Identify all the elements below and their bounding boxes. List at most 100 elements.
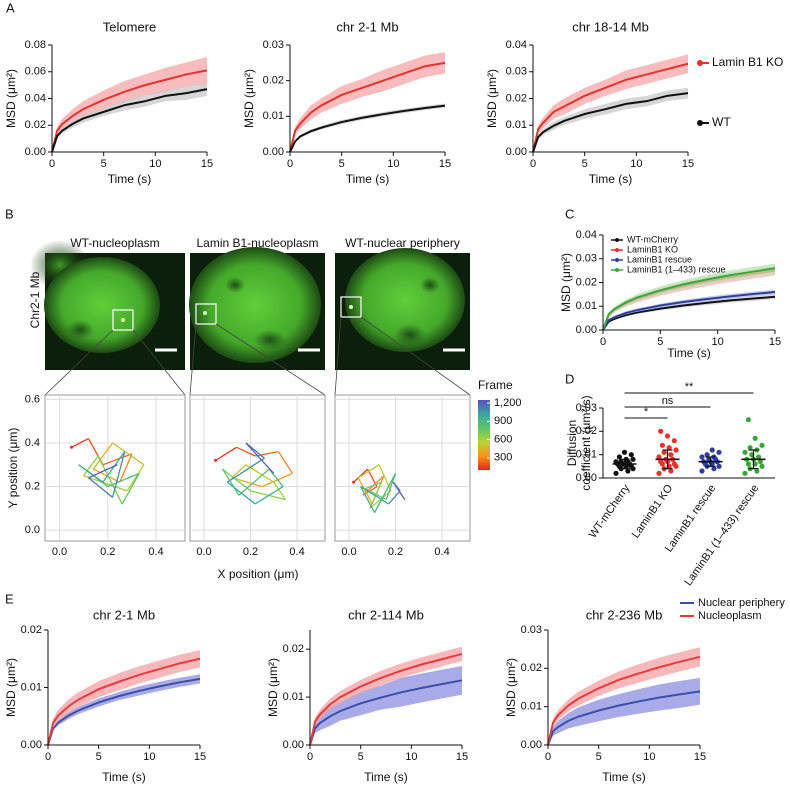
image-title: Lamin B1-nucleoplasm bbox=[196, 236, 318, 250]
x-axis-label: Time (s) bbox=[589, 172, 633, 186]
y-tick-label: 0.03 bbox=[521, 624, 542, 636]
x-tick-label: 10 bbox=[387, 158, 399, 170]
trajectory-segment bbox=[357, 464, 380, 479]
y-tick-label: 0.01 bbox=[576, 300, 597, 312]
trajectory-segment bbox=[126, 464, 145, 492]
data-point bbox=[668, 452, 674, 458]
data-point bbox=[716, 463, 722, 469]
y-axis-label: MSD (μm²) bbox=[242, 69, 256, 128]
trajectory-segment bbox=[222, 468, 251, 492]
image-label: Chr2-1 Mb bbox=[28, 271, 42, 328]
x-axis-label: Time (s) bbox=[602, 770, 646, 784]
legend-label: LaminB1 KO bbox=[627, 244, 678, 254]
chart-title: chr 2-114 Mb bbox=[348, 607, 424, 622]
y-tick-label: 0.02 bbox=[21, 624, 42, 636]
data-point bbox=[668, 468, 674, 474]
x-tick-label: 5 bbox=[596, 751, 602, 763]
y-tick-label: 0.08 bbox=[25, 39, 46, 51]
data-point bbox=[699, 454, 705, 460]
y-tick-label: 0.02 bbox=[263, 75, 284, 87]
y-axis-label: MSD (μm²) bbox=[559, 253, 573, 312]
data-point bbox=[752, 435, 758, 441]
x-tick-label: 10 bbox=[405, 751, 417, 763]
x-tick-label: 0.0 bbox=[196, 546, 211, 558]
y-tick-label: 0.04 bbox=[25, 92, 46, 104]
y-tick-label: 0.02 bbox=[506, 92, 527, 104]
x-tick-label: 15 bbox=[694, 751, 706, 763]
y-tick-label: 0.00 bbox=[576, 324, 597, 336]
trajectory-segment bbox=[78, 464, 104, 483]
x-tick-label: 0.4 bbox=[434, 546, 449, 558]
data-point bbox=[671, 438, 677, 444]
mean-line bbox=[547, 690, 701, 746]
trajectory-segment bbox=[357, 477, 373, 505]
x-axis-label: Time (s) bbox=[346, 172, 390, 186]
y-axis-label: MSD (μm²) bbox=[4, 658, 18, 717]
x-tick-label: 0 bbox=[600, 336, 606, 348]
y-tick-label: 0.00 bbox=[263, 146, 284, 158]
y-tick-label: 0.04 bbox=[506, 39, 527, 51]
x-axis-label: Time (s) bbox=[667, 346, 711, 360]
y-axis-label: Y position (μm) bbox=[6, 428, 20, 509]
mean-line bbox=[532, 62, 689, 153]
y-tick-label: 0.04 bbox=[576, 229, 597, 241]
mean-line bbox=[47, 677, 201, 746]
x-tick-label: 5 bbox=[657, 336, 663, 348]
error-band bbox=[548, 677, 700, 745]
data-point bbox=[742, 449, 748, 455]
data-point bbox=[656, 454, 662, 460]
trajectory-segment bbox=[112, 442, 145, 466]
panel-label: C bbox=[565, 206, 574, 221]
category-label: LaminB1 KO bbox=[630, 482, 676, 540]
colorbar-tick-label: 600 bbox=[494, 433, 512, 445]
mean-line bbox=[289, 61, 446, 153]
data-point bbox=[621, 449, 628, 455]
trajectory-segment bbox=[268, 468, 284, 487]
data-point bbox=[656, 470, 662, 476]
data-point bbox=[757, 459, 763, 465]
error-band bbox=[603, 289, 775, 330]
trajectory-segment bbox=[71, 438, 89, 448]
plot-frame bbox=[334, 394, 471, 542]
panel-label: A bbox=[6, 0, 15, 15]
error-band bbox=[48, 650, 200, 745]
data-point bbox=[616, 454, 623, 460]
data-point bbox=[745, 417, 752, 423]
data-point bbox=[666, 445, 672, 451]
chart-title: chr 2-1 Mb bbox=[93, 607, 155, 622]
x-tick-label: 0 bbox=[45, 751, 51, 763]
y-tick-label: 0.03 bbox=[263, 39, 284, 51]
data-point bbox=[716, 449, 722, 455]
mean-line bbox=[51, 88, 208, 153]
trajectory-segment bbox=[119, 453, 133, 483]
legend-label: Lamin B1 KO bbox=[712, 55, 783, 69]
y-tick-label: 0.01 bbox=[576, 449, 597, 461]
x-tick-label: 10 bbox=[712, 336, 724, 348]
colorbar bbox=[478, 400, 490, 470]
data-point bbox=[658, 459, 664, 465]
colorbar-tick-label: 1,200 bbox=[494, 397, 522, 409]
x-tick-label: 5 bbox=[339, 158, 345, 170]
mean-line bbox=[602, 291, 776, 331]
y-tick-label: 0.02 bbox=[283, 643, 304, 655]
data-point bbox=[711, 466, 717, 472]
mean-line bbox=[309, 679, 463, 746]
data-point bbox=[704, 452, 710, 458]
trajectory-segment bbox=[83, 475, 128, 492]
trajectory-segment bbox=[92, 468, 121, 483]
y-axis-label: Diffusion bbox=[565, 420, 579, 466]
y-tick-label: 0.02 bbox=[25, 119, 46, 131]
x-tick-label: 15 bbox=[769, 336, 781, 348]
chart-title: chr 2-236 Mb bbox=[586, 607, 663, 622]
mean-line bbox=[289, 104, 446, 153]
data-point bbox=[628, 452, 634, 458]
trajectory-segment bbox=[392, 481, 406, 500]
data-point bbox=[745, 461, 752, 467]
data-point bbox=[618, 459, 624, 465]
trajectory-segment bbox=[255, 451, 279, 457]
y-axis-label: MSD (μm²) bbox=[266, 658, 280, 717]
trajectory-segment bbox=[88, 477, 113, 498]
trajectory-segment bbox=[360, 486, 376, 513]
y-tick-label: 0.01 bbox=[283, 691, 304, 703]
zoom-lines bbox=[44, 316, 471, 396]
